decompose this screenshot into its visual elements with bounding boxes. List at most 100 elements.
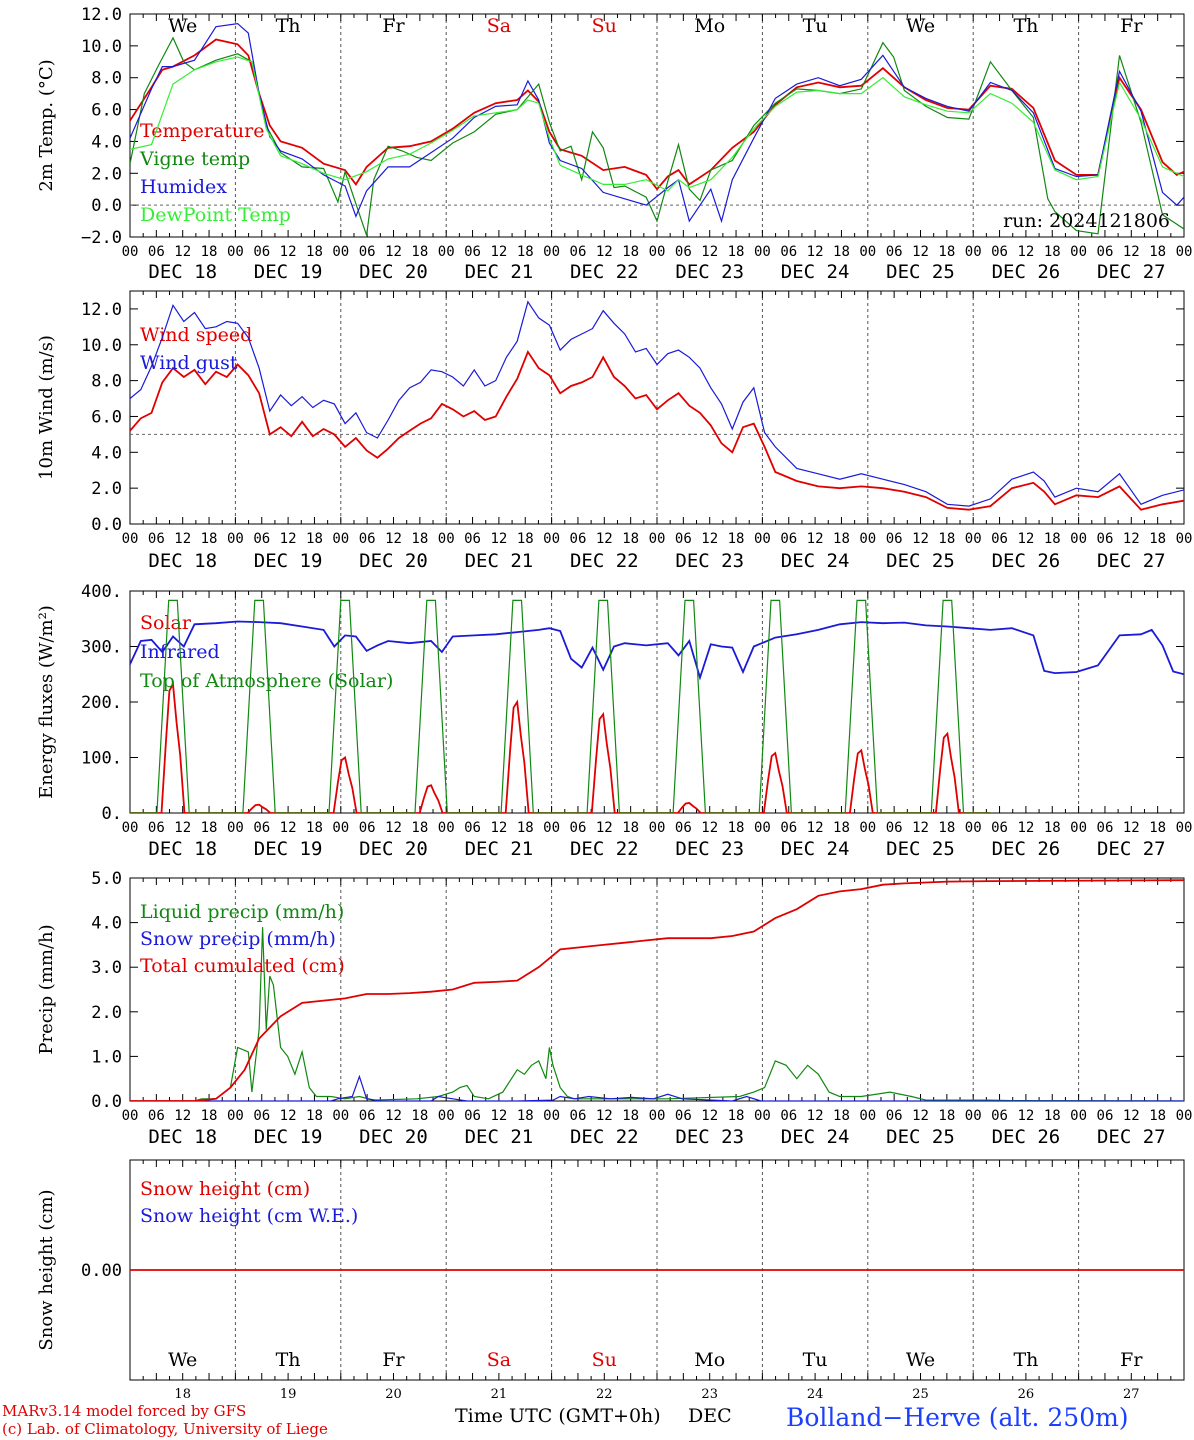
temp-hour-label: 06 — [886, 244, 903, 260]
snow-legend-entry: Snow height (cm) — [140, 1178, 310, 1200]
temp-hour-label: 06 — [253, 244, 270, 260]
wind-hour-label: 00 — [227, 531, 244, 547]
day-number-label: 27 — [1123, 1387, 1140, 1402]
temp-date-label: DEC 24 — [781, 261, 850, 283]
precip-date-label: DEC 25 — [886, 1126, 955, 1148]
temp-hour-label: 18 — [938, 244, 955, 260]
energy-hour-label: 18 — [1044, 820, 1061, 836]
wind-date-label: DEC 23 — [675, 550, 744, 572]
temp-date-label: DEC 25 — [886, 261, 955, 283]
wind-hour-label: 18 — [1149, 531, 1166, 547]
temp-y-tick-label: 8.0 — [91, 69, 122, 89]
day-number-label: 21 — [491, 1387, 508, 1402]
wind-hour-label: 12 — [174, 531, 191, 547]
energy-hour-label: 06 — [359, 820, 376, 836]
temp-hour-label: 00 — [965, 244, 982, 260]
precip-hour-label: 06 — [675, 1108, 692, 1124]
temp-weekday-label: Sa — [487, 15, 511, 37]
station-name: Bolland−Herve (alt. 250m) — [786, 1403, 1129, 1432]
precip-hour-label: 18 — [517, 1108, 534, 1124]
precip-hour-label: 06 — [148, 1108, 165, 1124]
snow-legend-entry: Snow height (cm W.E.) — [140, 1205, 358, 1227]
temp-date-label: DEC 22 — [570, 261, 639, 283]
day-number-label: 26 — [1018, 1387, 1035, 1402]
temp-date-label: DEC 20 — [359, 261, 428, 283]
temp-hour-label: 00 — [332, 244, 349, 260]
day-number-label: 25 — [912, 1387, 929, 1402]
temp-hour-label: 12 — [701, 244, 718, 260]
wind-y-tick-label: 2.0 — [91, 479, 122, 499]
precip-date-label: DEC 22 — [570, 1126, 639, 1148]
temp-hour-label: 12 — [596, 244, 613, 260]
wind-hour-label: 12 — [385, 531, 402, 547]
energy-legend-entry: Solar — [140, 612, 192, 634]
energy-hour-label: 06 — [675, 820, 692, 836]
temp-hour-label: 06 — [1097, 244, 1114, 260]
energy-hour-label: 06 — [991, 820, 1008, 836]
energy-hour-label: 00 — [649, 820, 666, 836]
wind-hour-label: 06 — [991, 531, 1008, 547]
temp-legend-entry: Temperature — [140, 120, 264, 142]
temp-weekday-label: Th — [276, 15, 301, 37]
run-label: run: 2024121806 — [1003, 210, 1170, 232]
precip-y-tick-label: 0.0 — [91, 1092, 122, 1112]
temp-hour-label: 00 — [649, 244, 666, 260]
energy-hour-label: 00 — [332, 820, 349, 836]
energy-hour-label: 12 — [1017, 820, 1034, 836]
wind-date-label: DEC 19 — [254, 550, 323, 572]
precip-hour-label: 18 — [201, 1108, 218, 1124]
precip-hour-label: 06 — [780, 1108, 797, 1124]
temp-y-tick-label: −2.0 — [81, 228, 122, 248]
day-number-label: 19 — [280, 1387, 297, 1402]
precip-hour-label: 00 — [1176, 1108, 1193, 1124]
wind-y-tick-label: 12.0 — [81, 300, 122, 320]
energy-date-label: DEC 25 — [886, 838, 955, 860]
temp-hour-label: 12 — [807, 244, 824, 260]
precip-hour-label: 18 — [622, 1108, 639, 1124]
day-number-label: 20 — [385, 1387, 402, 1402]
wind-hour-label: 12 — [701, 531, 718, 547]
precip-hour-label: 18 — [1149, 1108, 1166, 1124]
energy-date-label: DEC 20 — [359, 838, 428, 860]
energy-hour-label: 06 — [464, 820, 481, 836]
energy-hour-label: 00 — [754, 820, 771, 836]
precip-hour-label: 00 — [332, 1108, 349, 1124]
temp-weekday-label: Fr — [382, 15, 405, 37]
wind-y-tick-label: 6.0 — [91, 407, 122, 427]
temp-date-label: DEC 21 — [465, 261, 534, 283]
precip-legend-entry: Total cumulated (cm) — [140, 955, 345, 977]
temp-hour-label: 00 — [227, 244, 244, 260]
precip-y-tick-label: 1.0 — [91, 1047, 122, 1067]
snow-weekday-label: Th — [276, 1349, 301, 1371]
energy-hour-label: 00 — [859, 820, 876, 836]
energy-hour-label: 12 — [912, 820, 929, 836]
wind-hour-label: 06 — [464, 531, 481, 547]
energy-hour-label: 18 — [938, 820, 955, 836]
precip-date-label: DEC 18 — [148, 1126, 217, 1148]
precip-hour-label: 12 — [807, 1108, 824, 1124]
x-axis-title: Time UTC (GMT+0h) — [455, 1405, 661, 1427]
wind-hour-label: 12 — [807, 531, 824, 547]
precip-hour-label: 00 — [122, 1108, 139, 1124]
lab-credit: (c) Lab. of Climatology, University of L… — [2, 1420, 328, 1438]
energy-hour-label: 06 — [886, 820, 903, 836]
energy-date-label: DEC 19 — [254, 838, 323, 860]
day-number-label: 23 — [701, 1387, 718, 1402]
temp-hour-label: 18 — [1149, 244, 1166, 260]
energy-hour-label: 00 — [227, 820, 244, 836]
precip-hour-label: 12 — [912, 1108, 929, 1124]
wind-hour-label: 12 — [1017, 531, 1034, 547]
precip-hour-label: 18 — [411, 1108, 428, 1124]
precip-hour-label: 18 — [728, 1108, 745, 1124]
temp-weekday-label: Fr — [1120, 15, 1143, 37]
precip-hour-label: 06 — [1097, 1108, 1114, 1124]
temp-series-line — [130, 22, 1184, 224]
precip-legend-entry: Snow precip (mm/h) — [140, 928, 336, 950]
snow-weekday-label: Th — [1013, 1349, 1038, 1371]
wind-series-line — [130, 349, 1184, 511]
precip-y-tick-label: 5.0 — [91, 869, 122, 889]
wind-hour-label: 12 — [912, 531, 929, 547]
wind-hour-label: 00 — [649, 531, 666, 547]
precip-hour-label: 12 — [1123, 1108, 1140, 1124]
precip-hour-label: 00 — [543, 1108, 560, 1124]
